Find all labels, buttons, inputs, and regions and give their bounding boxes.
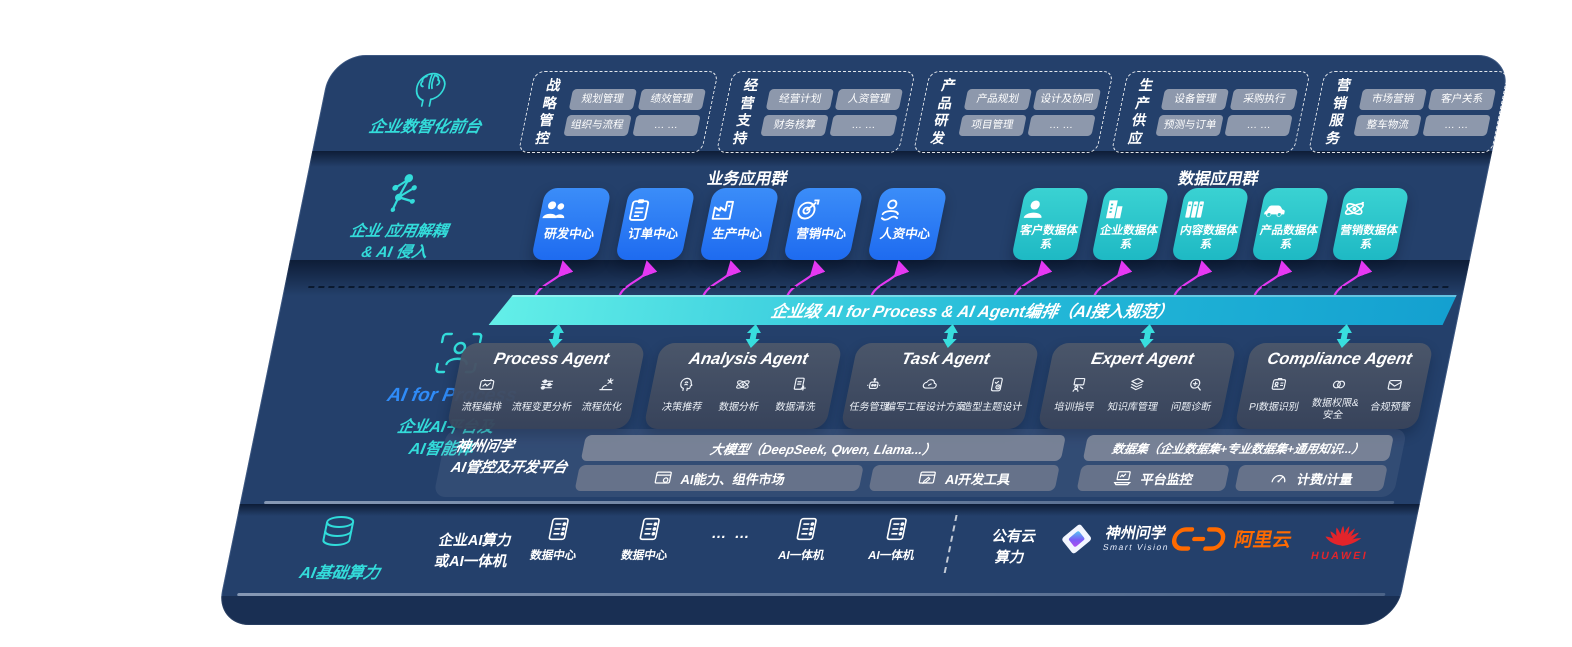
analysis-atom-icon [732,375,755,394]
diagram-panel: 企业数智化前台 战略 管控 规划管理 绩效管理 组织与流程 … … 经营 支持 经营… [214,55,1512,625]
data-clean-icon [789,375,812,394]
cell-ai-market: AI能力、组件市场 [574,465,864,491]
knowledge-layers-icon [1126,375,1149,394]
agent-card-compliance: Compliance Agent PI数据识别 数据权限&安全 合规预警 [1234,343,1434,429]
database-icon [311,513,364,555]
app-box-marketing-center: 营销中心 [782,188,864,260]
hr-people-icon [874,196,946,224]
optimize-icon [595,375,618,394]
molecule-icon [379,171,428,215]
data-box-enterprise: 企业数据体系 [1090,188,1170,260]
workflow-icon [475,375,498,394]
teal-double-arrows [548,324,1352,348]
market-icon [651,468,675,488]
task-robot-icon [863,375,886,394]
meter-gauge-icon [1267,468,1291,488]
team-icon [538,196,610,224]
diagnosis-icon [1184,375,1207,394]
change-analysis-icon [535,375,558,394]
server-icon [881,515,913,544]
app-box-rnd-center: 研发中心 [530,188,612,260]
target-icon [790,196,862,224]
decision-icon [675,375,698,394]
cloud-design-icon [919,375,942,394]
server-icon [791,515,823,544]
brain-icon [405,63,456,109]
agent-card-task: Task Agent 任务管理 编写工程设计方案 造型主题设计 [840,343,1040,429]
factory-icon [706,196,778,224]
alicloud-logo-icon [1168,526,1229,552]
monitor-laptop-icon [1111,468,1135,488]
data-box-content: 内容数据体系 [1170,188,1250,260]
devtools-icon [916,468,940,488]
compliance-alert-icon [1383,375,1406,394]
vendor-huawei: HUAWEI [1310,513,1376,562]
data-permission-icon [1328,375,1351,394]
app-box-hr-center: 人资中心 [866,188,948,260]
ai-appliance-node: AI一体机 [758,515,852,563]
building-icon [1099,196,1168,222]
agent-card-analysis: Analysis Agent 决策推荐 数据分析 数据清洗 [643,343,843,429]
theme-design-icon [985,375,1008,394]
training-icon [1068,375,1091,394]
server-icon [543,515,575,544]
data-box-product: 产品数据体系 [1250,188,1330,260]
agent-card-expert: Expert Agent 培训指导 知识库管理 问题诊断 [1037,343,1237,429]
vendor-smartvision: 神州问学 Smart Vision [1053,519,1175,559]
smartvision-logo-icon [1053,519,1101,559]
content-books-icon [1179,196,1248,222]
data-box-marketing: 营销数据体系 [1330,188,1410,260]
agent-card-process: Process Agent 流程编排 流程变更分析 流程优化 [446,343,646,429]
data-box-customer: 客户数据体系 [1010,188,1090,260]
cell-dev-tools: AI开发工具 [868,465,1060,491]
cell-metering: 计费/计量 [1234,465,1388,491]
ai-appliance-node: AI一体机 [848,515,942,563]
vendor-alicloud: 阿里云 [1168,525,1295,552]
cell-platform-monitor: 平台监控 [1076,465,1230,491]
atom-icon [1339,196,1408,222]
pi-idcard-icon [1267,375,1290,394]
user-icon [1019,196,1088,222]
app-box-production-center: 生产中心 [698,188,780,260]
huawei-logo-icon [1313,513,1376,549]
server-icon [634,515,666,544]
app-box-order-center: 订单中心 [614,188,696,260]
datacenter-node: 数据中心 [510,515,604,563]
clipboard-icon [622,196,694,224]
datacenter-node: 数据中心 [601,515,695,563]
car-icon [1259,196,1328,222]
